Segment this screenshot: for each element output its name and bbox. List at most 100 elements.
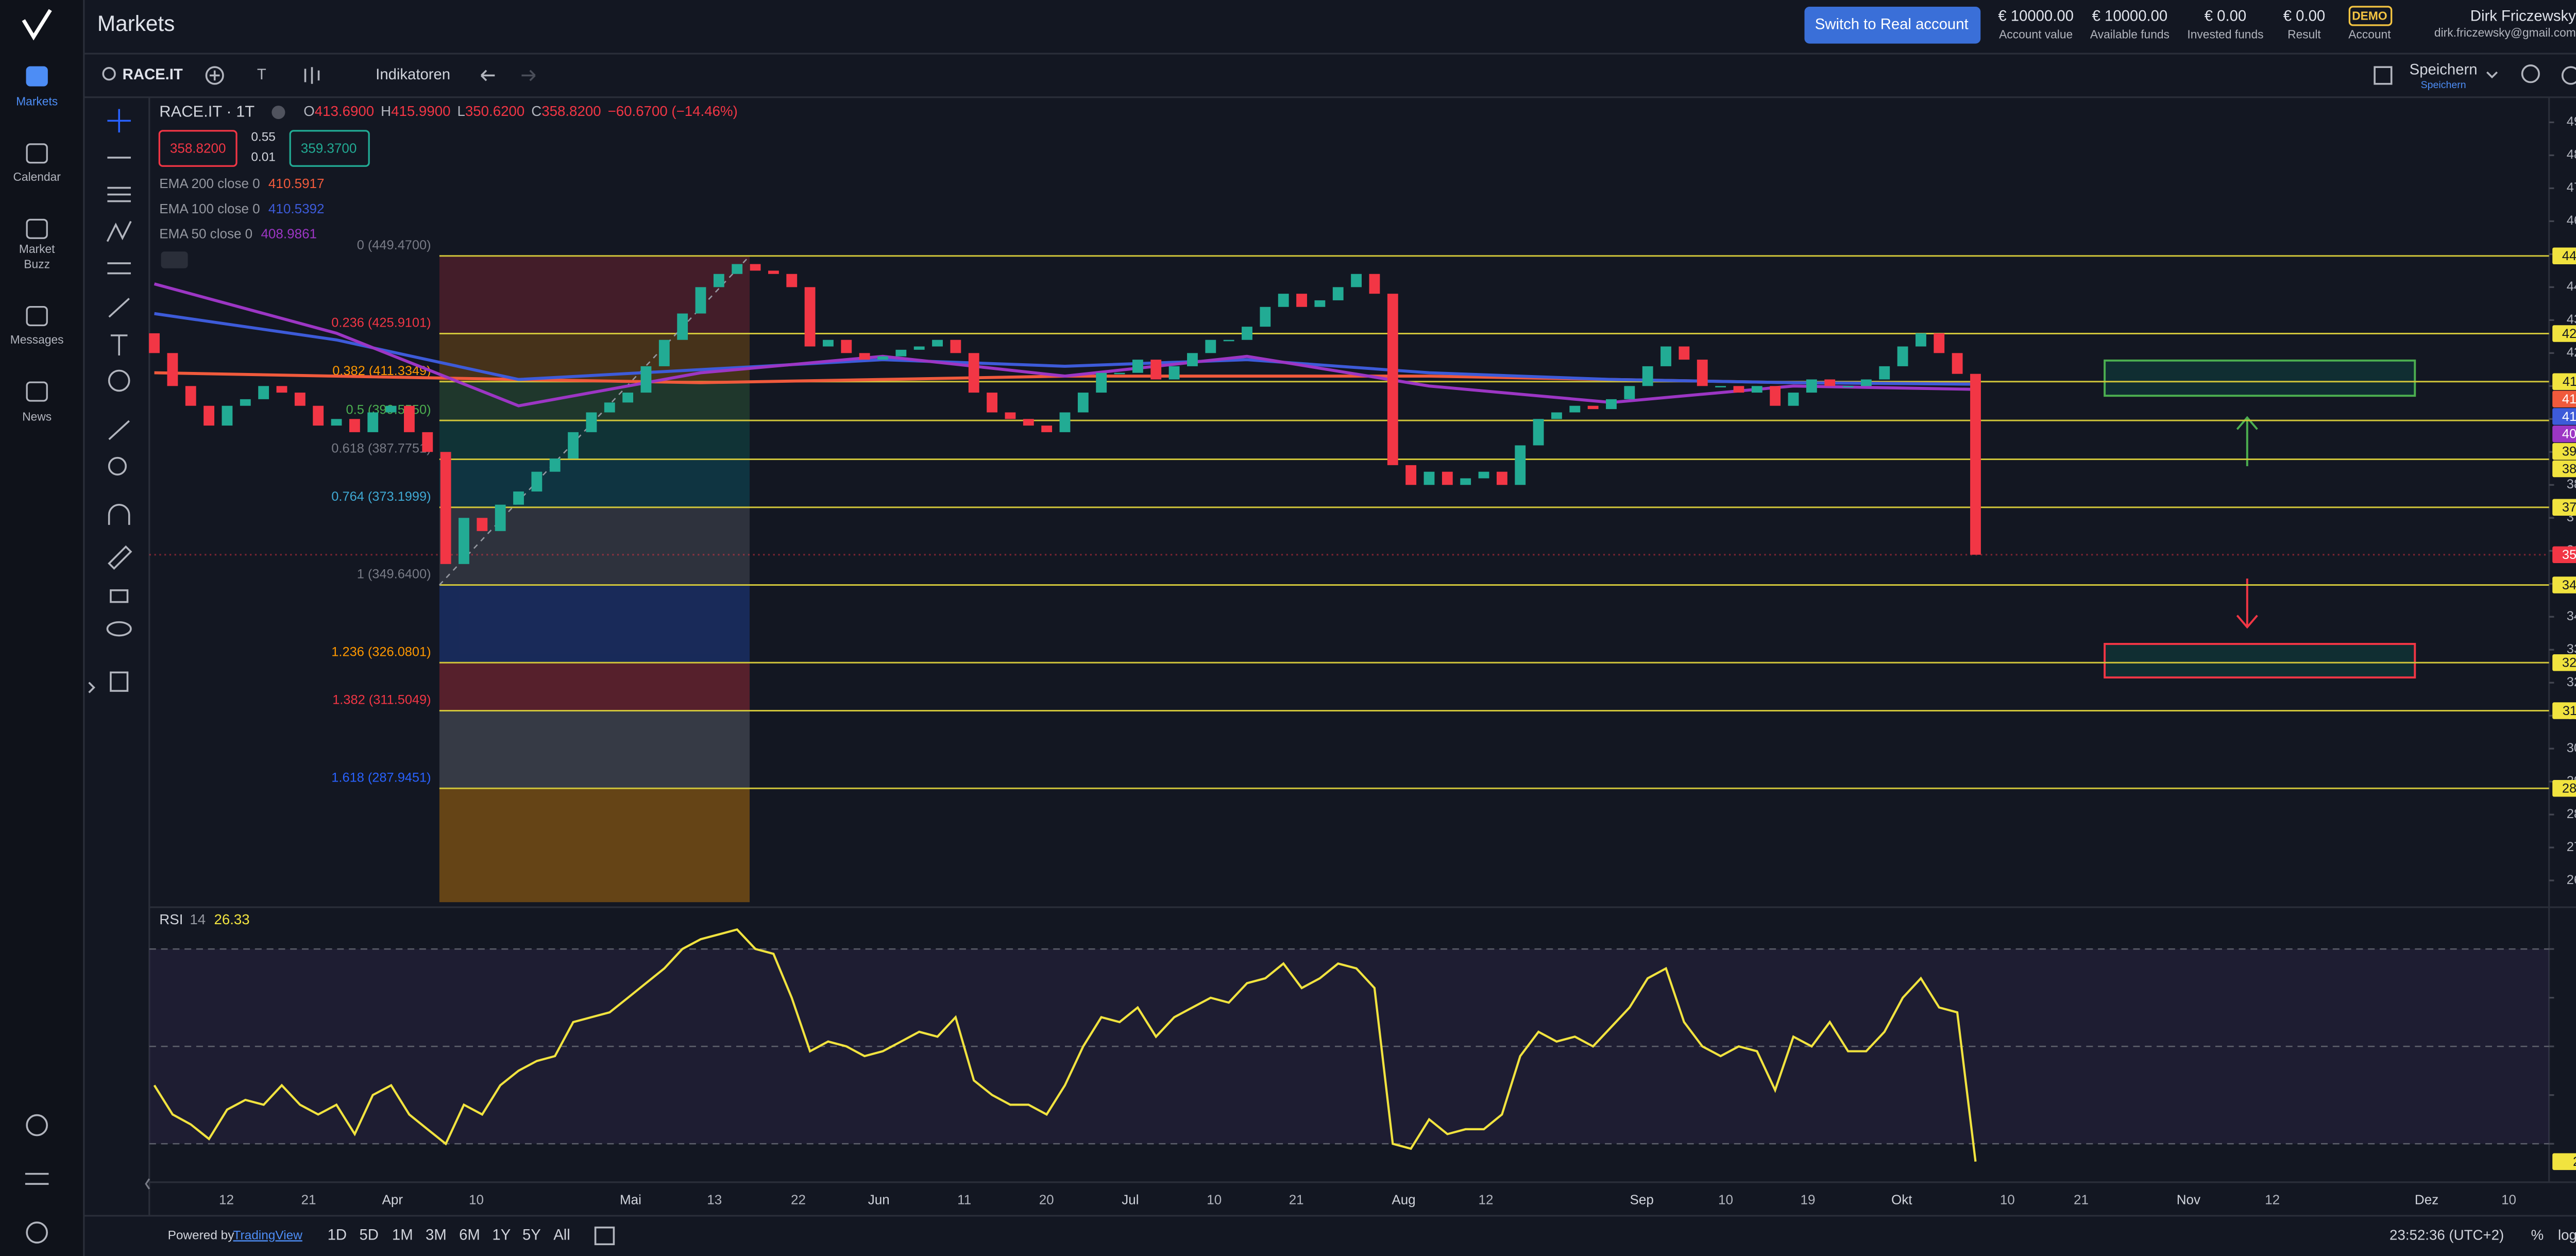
chart-type-button[interactable]: [304, 67, 320, 84]
lock-draw-tool[interactable]: [108, 545, 132, 570]
range-button[interactable]: 1Y: [492, 1227, 511, 1244]
range-button[interactable]: All: [553, 1227, 570, 1244]
candle: [1205, 340, 1216, 353]
buy-price[interactable]: 359.3700: [301, 141, 357, 156]
brush-tool[interactable]: [108, 298, 130, 318]
y-tick-label: 280.0000: [2567, 807, 2576, 821]
fib-tool[interactable]: [107, 186, 131, 202]
settings-button[interactable]: [2561, 66, 2576, 85]
y-tick-label: 430.0000: [2567, 312, 2576, 327]
indicators-button[interactable]: Indikatoren: [376, 66, 450, 83]
price-tag-label: 326.0801: [2562, 656, 2576, 670]
ohlc-legend-part: H: [381, 103, 391, 119]
price-tag-label: 410.5917: [2562, 392, 2576, 406]
search-icon[interactable]: [102, 67, 116, 81]
candle: [932, 340, 943, 347]
interval-button[interactable]: T: [257, 66, 266, 83]
y-tick-label: 490.0000: [2567, 114, 2576, 129]
range-button[interactable]: 1M: [392, 1227, 413, 1244]
stat-value: € 0.00: [2283, 7, 2325, 24]
fib-label: 1.382 (311.5049): [332, 693, 431, 707]
lock-tool[interactable]: [110, 589, 129, 603]
price-tag: [2552, 247, 2576, 265]
y-tick-label: 380.0000: [2567, 477, 2576, 491]
compare-button[interactable]: [205, 66, 224, 85]
quick-search-button[interactable]: [2521, 64, 2540, 83]
dropdown[interactable]: [2486, 71, 2498, 79]
x-tick-label: Okt: [1891, 1192, 1912, 1207]
help-button[interactable]: [26, 1221, 48, 1244]
nav-label[interactable]: Messages: [10, 333, 64, 346]
collapse-button[interactable]: [161, 251, 188, 268]
real-account-button[interactable]: [1804, 7, 1981, 44]
range-button[interactable]: 5Y: [522, 1227, 541, 1244]
button-label[interactable]: Switch to Real account: [1815, 16, 1969, 33]
scale-option[interactable]: %: [2531, 1227, 2544, 1243]
buy-button[interactable]: [289, 130, 370, 167]
crosshair-tool[interactable]: [107, 109, 131, 133]
delete-tool[interactable]: [110, 671, 129, 692]
fib-label: 1 (349.6400): [357, 567, 431, 582]
visibility-tool[interactable]: [106, 621, 132, 637]
symbol-search[interactable]: RACE.IT: [123, 66, 183, 83]
powered-by: Powered by: [168, 1228, 235, 1242]
expand-toggle[interactable]: [88, 682, 95, 693]
sell-button[interactable]: [158, 130, 238, 167]
emoji-tool[interactable]: [108, 369, 130, 392]
settings-nav[interactable]: [25, 1173, 49, 1185]
redo-button[interactable]: [521, 70, 536, 81]
provider-link[interactable]: TradingView: [233, 1228, 303, 1242]
nav-label[interactable]: Buzz: [24, 257, 50, 270]
candle: [1551, 412, 1562, 419]
range-button[interactable]: 6M: [459, 1227, 480, 1244]
candle: [167, 353, 178, 386]
stat-value: € 10000.00: [1998, 7, 2074, 24]
candle: [987, 393, 998, 413]
candle: [1952, 353, 1963, 374]
ema-legend: EMA 50 close 0 408.9861: [159, 226, 317, 242]
scale-option[interactable]: log: [2558, 1227, 2576, 1243]
x-tick-label: 21: [301, 1192, 316, 1207]
nav-label[interactable]: Market: [19, 242, 55, 256]
logo[interactable]: [22, 9, 52, 41]
legend-toggle[interactable]: [272, 106, 285, 120]
sell-price[interactable]: 358.8200: [170, 141, 226, 156]
undo-button[interactable]: [480, 70, 495, 81]
candle: [677, 313, 688, 340]
range-button[interactable]: 1D: [328, 1227, 347, 1244]
range-button[interactable]: 3M: [426, 1227, 447, 1244]
candle: [531, 471, 543, 492]
user-name[interactable]: Dirk Friczewsky: [2470, 7, 2576, 24]
save-button[interactable]: Speichern: [2410, 61, 2478, 78]
nav-icon[interactable]: [26, 306, 48, 327]
step: 0.01: [251, 150, 276, 164]
price-tag: [2552, 391, 2576, 408]
nav-icon[interactable]: [26, 381, 48, 402]
text-tool[interactable]: [110, 334, 128, 356]
projection-tool[interactable]: [107, 262, 131, 275]
x-tick-label: 19: [1800, 1192, 1815, 1207]
nav-label[interactable]: Calendar: [13, 170, 61, 183]
date-range-button[interactable]: [594, 1226, 615, 1246]
zoom-tool[interactable]: [108, 456, 127, 476]
ema-legend: EMA 100 close 0 410.5392: [159, 201, 324, 216]
checkbox[interactable]: [2374, 66, 2393, 85]
scroll-left[interactable]: [145, 1178, 150, 1190]
nav-label[interactable]: Markets: [16, 95, 58, 108]
candle: [1442, 471, 1453, 485]
nav-icon[interactable]: [26, 218, 48, 239]
spread: 0.55: [251, 130, 276, 144]
nav-icon[interactable]: [26, 143, 48, 164]
magnet-tool[interactable]: [108, 504, 130, 525]
price-tag-label: 26.33: [2573, 1155, 2576, 1169]
nav-label[interactable]: News: [22, 410, 52, 423]
fib-band: [439, 585, 750, 663]
price-tag: [2552, 443, 2576, 460]
theme-button[interactable]: [26, 1114, 48, 1136]
candle: [877, 356, 888, 360]
x-tick-label: Dez: [2415, 1192, 2438, 1207]
pattern-tool[interactable]: [106, 220, 132, 242]
ruler-tool[interactable]: [108, 420, 130, 440]
nav-icon[interactable]: [26, 66, 48, 87]
range-button[interactable]: 5D: [359, 1227, 378, 1244]
